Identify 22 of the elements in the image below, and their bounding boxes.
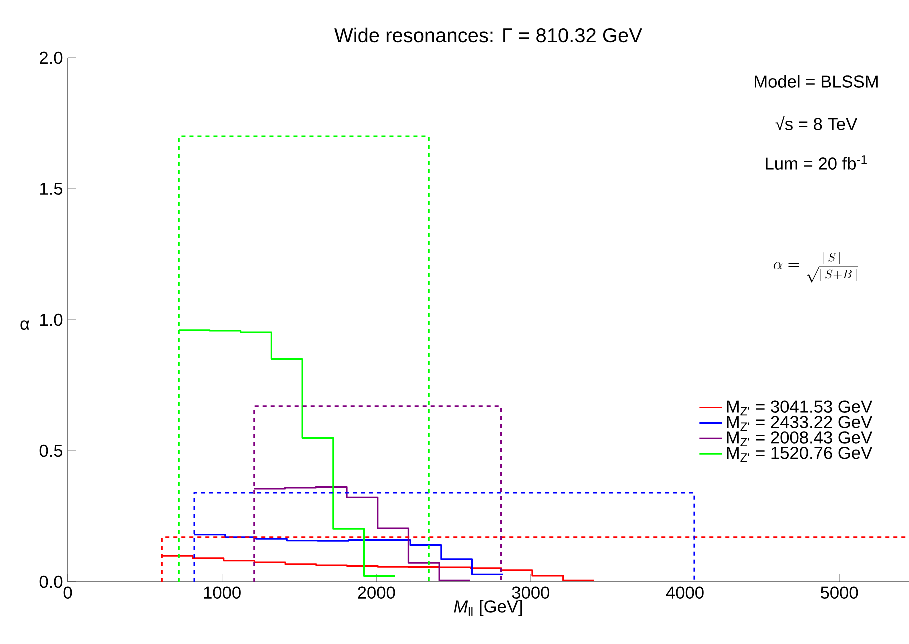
legend-label: M$_{Z'}$ = 1520.76 GeV: [727, 447, 873, 462]
annotation: Model = BLSSM: [755, 75, 878, 88]
x-tick-label: 0: [64, 586, 72, 599]
y-tick-label: 1.0: [40, 314, 63, 326]
y-tick-label: 0.5: [40, 444, 63, 458]
x-tick-label: 2000: [358, 586, 396, 599]
annotation: √s = 8 TeV: [776, 116, 858, 130]
x-axis-title: M$_{ll}$ [GeV]: [454, 600, 522, 616]
x-tick-label: 1000: [204, 586, 241, 599]
x-tick-label: 5000: [820, 586, 858, 599]
legend-label: M$_{Z'}$ = 2008.43 GeV: [727, 432, 873, 447]
annotation: $\alpha = \frac{|\,S\,|}{\sqrt{|\,S + B\,|}}$: [774, 252, 858, 283]
y-tick-label: 2.0: [40, 52, 63, 64]
y-tick-label: 1.5: [40, 182, 63, 196]
chart-title: Wide resonances: Γ = 810.32 GeV: [334, 28, 642, 43]
x-tick-label: 3000: [512, 586, 550, 599]
legend-label: M$_{Z'}$ = 3041.53 GeV: [727, 400, 873, 416]
legend-label: M$_{Z'}$ = 2433.22 GeV: [727, 416, 873, 432]
y-axis-title: α: [20, 320, 30, 330]
x-tick-label: 4000: [666, 586, 704, 599]
annotation: Lum = 20 fb$^{-1}$: [766, 156, 867, 170]
y-tick-label: 0.0: [40, 576, 63, 588]
